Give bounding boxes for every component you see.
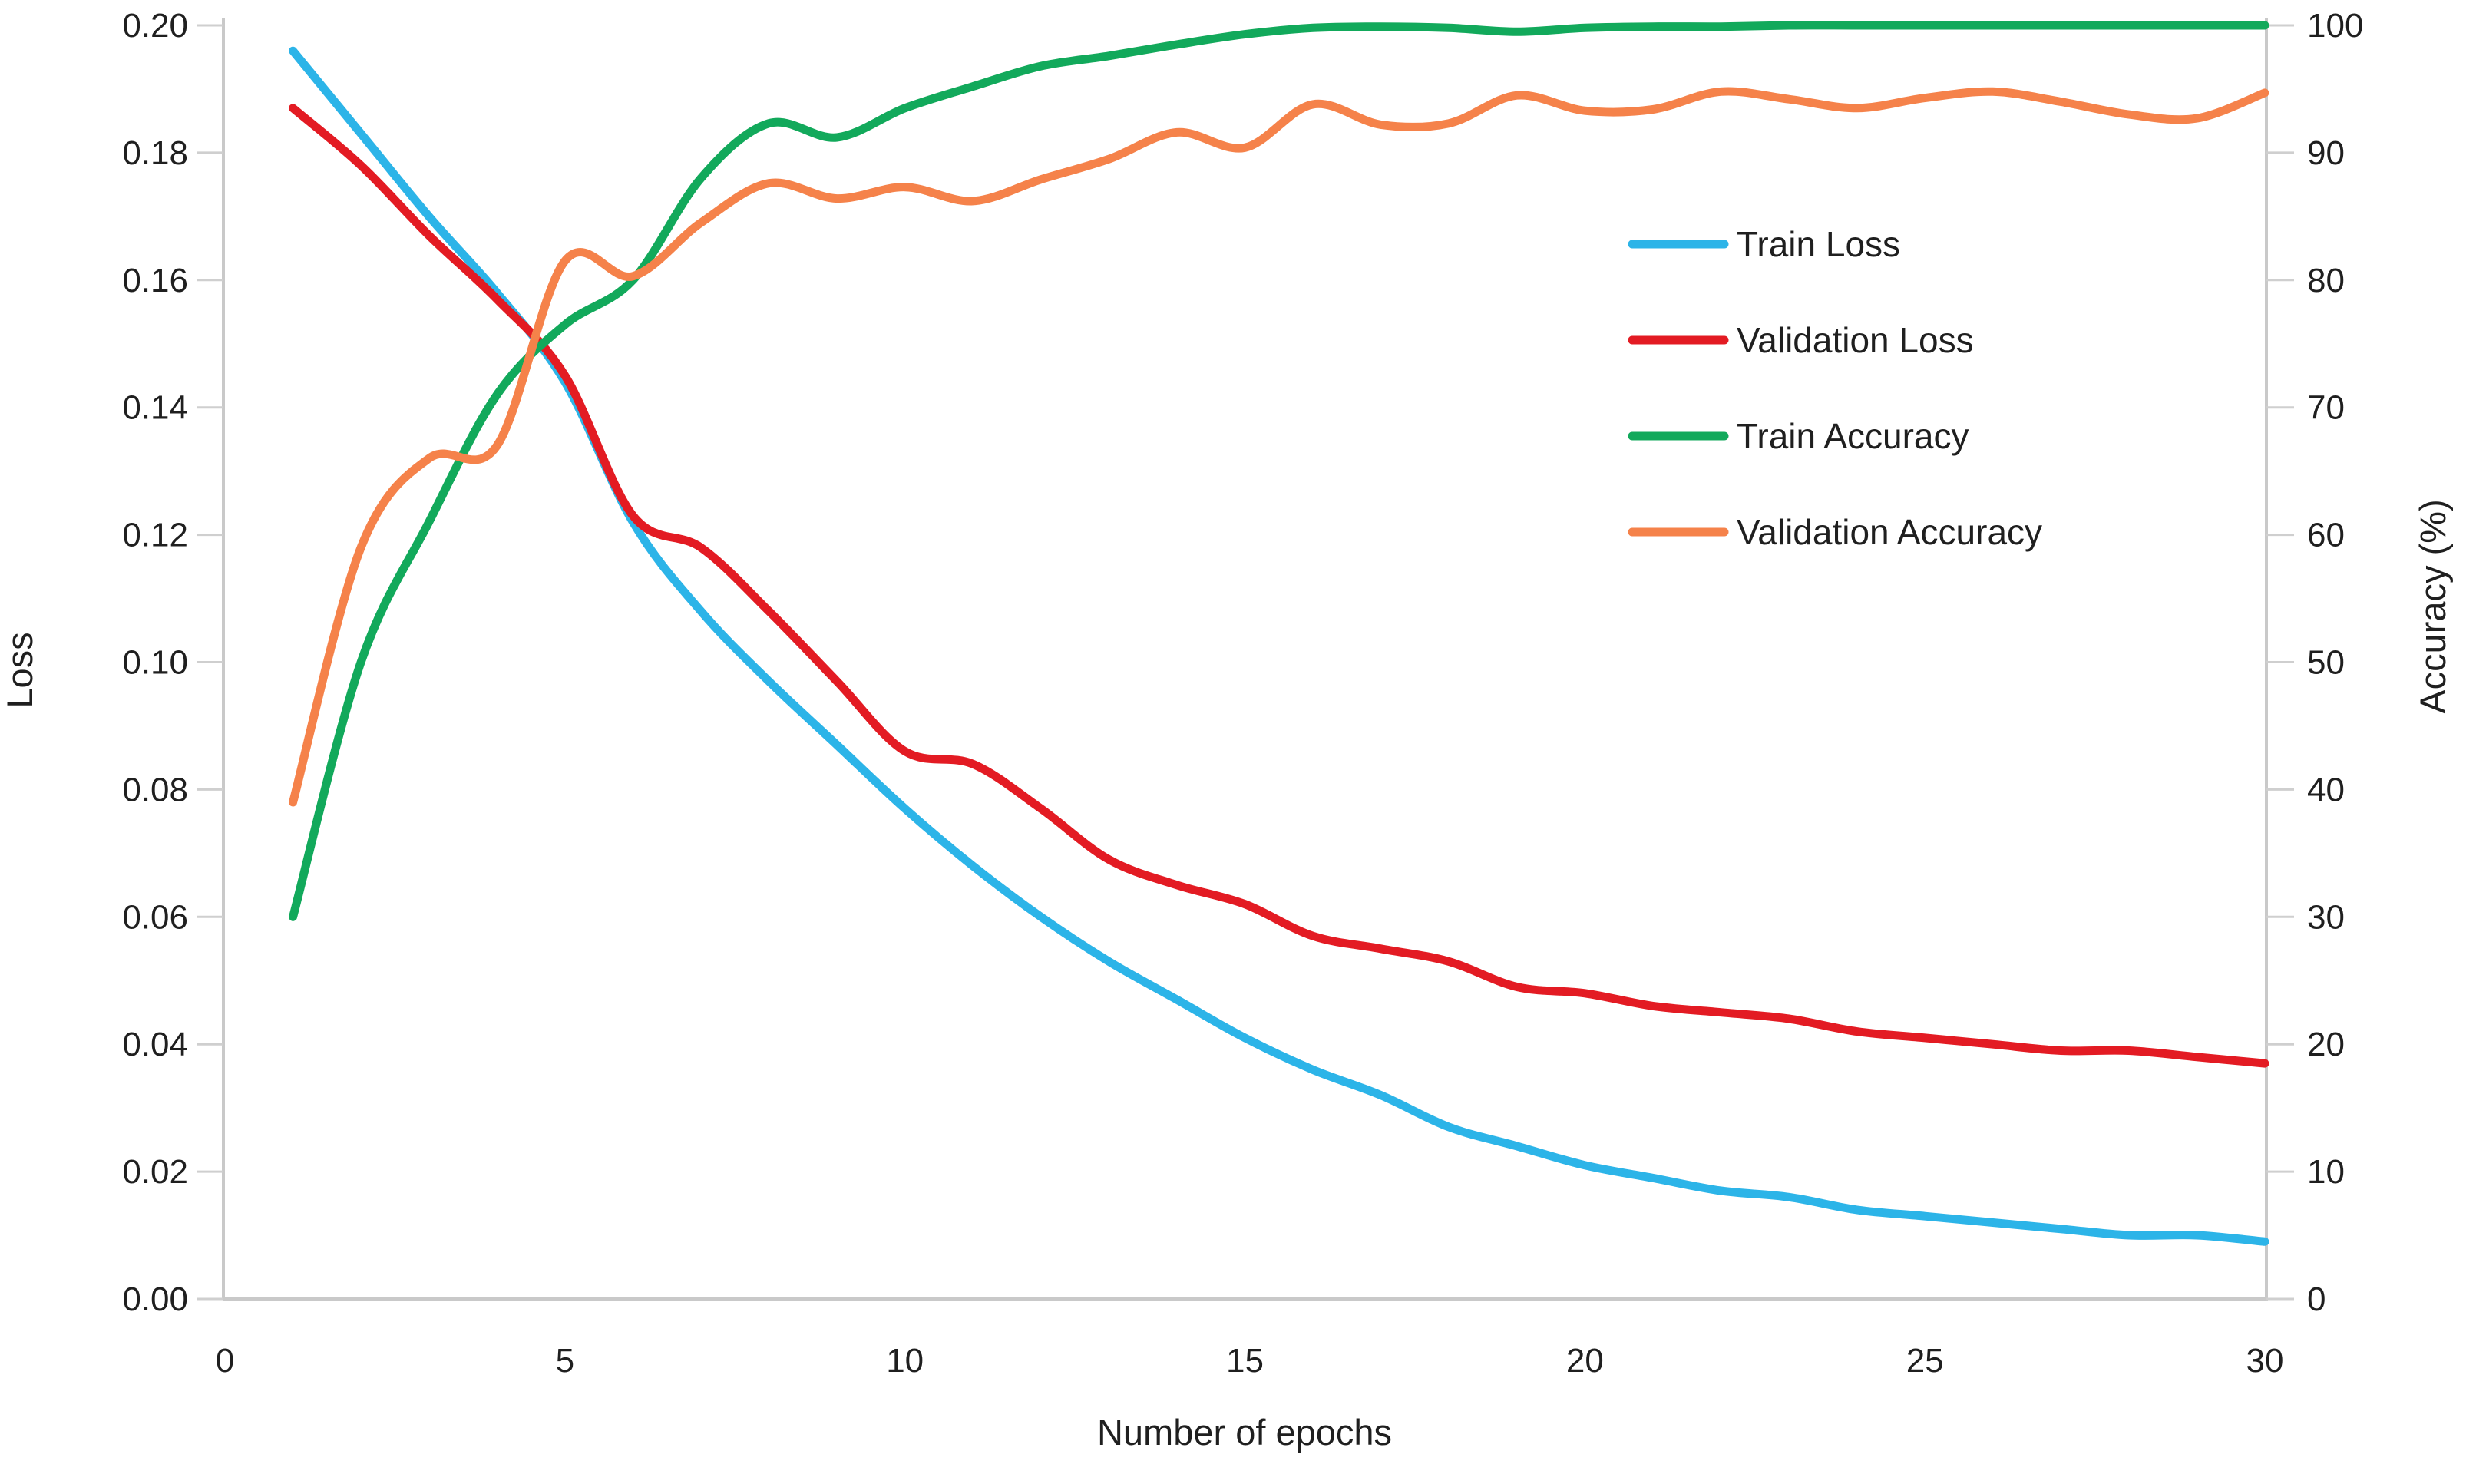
left-tick-label: 0.12 — [122, 517, 188, 554]
right-tick-label: 100 — [2307, 7, 2363, 45]
x-tick-label: 5 — [556, 1342, 574, 1380]
legend-item: Train Accuracy — [1628, 416, 1969, 456]
left-tick-label: 0.14 — [122, 389, 188, 427]
legend-item: Validation Loss — [1628, 320, 1974, 360]
legend-label: Train Loss — [1737, 224, 1900, 264]
x-tick-label: 25 — [1906, 1342, 1944, 1380]
left-tick-label: 0.04 — [122, 1026, 188, 1063]
x-tick-label: 20 — [1566, 1342, 1604, 1380]
x-tick-label: 0 — [216, 1342, 234, 1380]
right-axis-tick-labels: 0 10 20 30 40 50 60 70 80 90 100 — [2266, 7, 2363, 1318]
axes — [222, 18, 2268, 1301]
right-tick-label: 50 — [2307, 644, 2345, 682]
legend: Train Loss Validation Loss Train Accuracy V… — [1628, 224, 2042, 552]
y-axis-title-accuracy: Accuracy (%) — [2412, 499, 2453, 713]
left-axis-tick-labels: 0.00 0.02 0.04 0.06 0.08 0.10 0.12 0.14 0.16 0.18… — [122, 7, 223, 1318]
series-line-validation-accuracy — [289, 87, 2269, 807]
x-axis-title: Number of epochs — [1097, 1412, 1392, 1453]
right-tick-label: 30 — [2307, 898, 2345, 936]
legend-label: Validation Loss — [1737, 320, 1974, 360]
right-tick-label: 40 — [2307, 771, 2345, 808]
left-tick-label: 0.10 — [122, 644, 188, 682]
legend-item: Validation Accuracy — [1628, 512, 2042, 552]
series-line-validation-loss — [289, 104, 2269, 1068]
x-tick-label: 10 — [886, 1342, 924, 1380]
right-tick-label: 90 — [2307, 134, 2345, 172]
right-tick-label: 80 — [2307, 262, 2345, 299]
left-tick-label: 0.02 — [122, 1153, 188, 1191]
right-tick-label: 70 — [2307, 389, 2345, 427]
left-tick-label: 0.16 — [122, 262, 188, 299]
left-tick-label: 0.08 — [122, 771, 188, 808]
y-axis-title-loss: Loss — [0, 632, 40, 708]
left-tick-label: 0.06 — [122, 898, 188, 936]
right-tick-label: 10 — [2307, 1153, 2345, 1191]
legend-label: Train Accuracy — [1737, 416, 1969, 456]
x-tick-label: 15 — [1226, 1342, 1264, 1380]
series-line-train-loss — [289, 46, 2269, 1246]
left-tick-label: 0.20 — [122, 7, 188, 45]
left-tick-label: 0.18 — [122, 134, 188, 172]
left-tick-label: 0.00 — [122, 1281, 188, 1318]
series-line-train-accuracy — [289, 21, 2269, 921]
right-tick-label: 60 — [2307, 517, 2345, 554]
right-tick-label: 0 — [2307, 1281, 2326, 1318]
right-tick-label: 20 — [2307, 1026, 2345, 1063]
x-tick-label: 30 — [2246, 1342, 2284, 1380]
legend-item: Train Loss — [1628, 224, 1900, 264]
data-series-lines — [289, 21, 2269, 1246]
legend-label: Validation Accuracy — [1737, 512, 2042, 552]
x-axis-tick-labels: 0 5 10 15 20 25 30 — [216, 1342, 2284, 1380]
